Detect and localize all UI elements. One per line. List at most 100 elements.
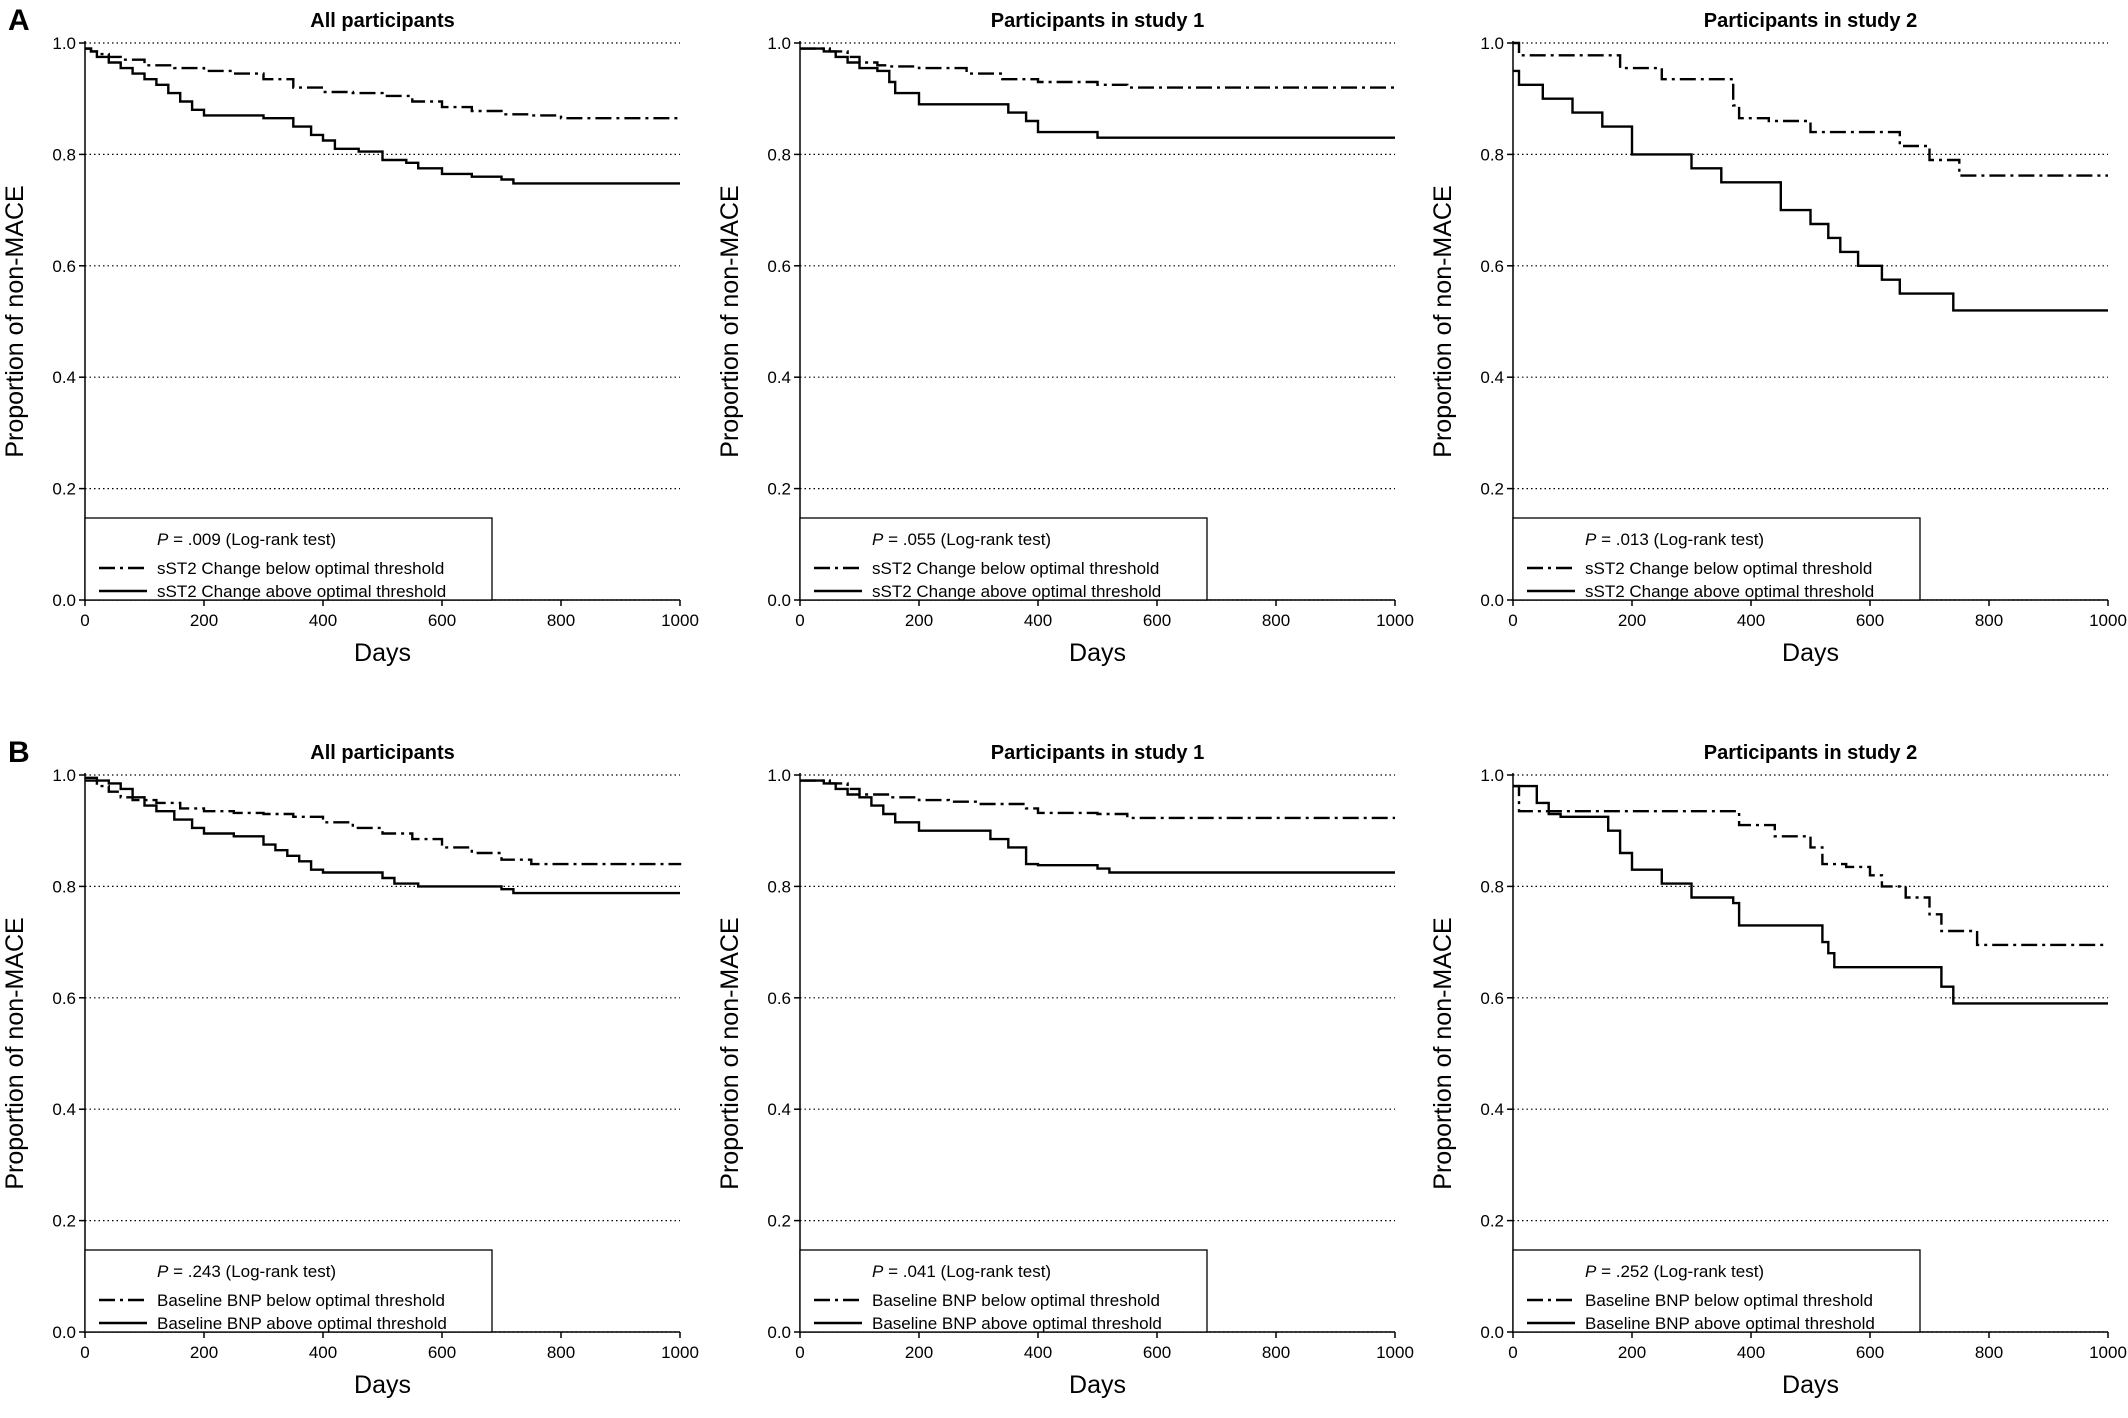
y-tick-label: 0.8	[1480, 877, 1504, 896]
legend-label-below: sST2 Change below optimal threshold	[157, 559, 444, 578]
survival-curve-above	[1513, 69, 2108, 312]
legend: P = .243 (Log-rank test) Baseline BNP bel…	[84, 1249, 493, 1333]
x-tick-label: 400	[309, 611, 337, 630]
x-tick-label: 1000	[1376, 611, 1414, 630]
y-tick-label: 0.8	[52, 877, 76, 896]
x-tick-label: 200	[905, 1343, 933, 1362]
x-tick-label: 800	[1975, 1343, 2003, 1362]
x-tick-label: 1000	[2089, 611, 2127, 630]
subplot-title: Participants in study 2	[1704, 742, 1917, 764]
survival-curve-below	[1513, 41, 2108, 177]
survival-curve-above	[800, 779, 1395, 874]
y-tick-label: 0.0	[767, 591, 791, 610]
y-tick-label: 1.0	[52, 766, 76, 785]
x-tick-label: 1000	[661, 611, 699, 630]
subplot-b-1: All participants 0.0 0.2 0.4 0.6 0.8 1.0 0 200 40…	[1, 742, 699, 1399]
y-tick-label: 0.8	[1480, 145, 1504, 164]
x-axis-label: Days	[354, 639, 411, 667]
x-tick-label: 600	[1856, 1343, 1884, 1362]
x-tick-label: 200	[1618, 1343, 1646, 1362]
y-tick-label: 0.4	[767, 368, 791, 387]
y-tick-label: 0.4	[1480, 1100, 1504, 1119]
legend: P = .041 (Log-rank test) Baseline BNP bel…	[799, 1249, 1208, 1333]
x-tick-label: 0	[80, 1343, 89, 1362]
panel-letter-a: A	[8, 4, 30, 37]
p-value: = .055	[883, 530, 935, 549]
x-tick-label: 0	[80, 611, 89, 630]
p-symbol: P	[1585, 1262, 1597, 1281]
y-tick-label: 0.4	[52, 1100, 76, 1119]
y-tick-label: 0.6	[52, 989, 76, 1008]
legend-label-above: sST2 Change above optimal threshold	[1585, 582, 1874, 601]
subplot-b-3: Participants in study 2 0.0 0.2 0.4 0.6 0.8 1.…	[1429, 742, 2127, 1399]
legend: P = .009 (Log-rank test) sST2 Change belo…	[84, 517, 493, 601]
x-tick-label: 800	[547, 611, 575, 630]
y-tick-label: 0.2	[767, 1212, 791, 1231]
survival-curve-below	[85, 779, 682, 866]
x-tick-label: 800	[1262, 611, 1290, 630]
subplot-title: All participants	[310, 742, 454, 764]
p-value: = .243	[168, 1262, 220, 1281]
y-tick-label: 0.0	[767, 1323, 791, 1342]
y-tick-label: 0.2	[767, 480, 791, 499]
subplot-a-1: All participants 0.0 0.2 0.4 0.6 0.8 1.0 0 200 40…	[1, 10, 699, 667]
x-tick-label: 400	[1024, 1343, 1052, 1362]
x-tick-label: 800	[547, 1343, 575, 1362]
y-tick-label: 0.2	[52, 480, 76, 499]
x-tick-label: 1000	[2089, 1343, 2127, 1362]
y-tick-label: 1.0	[1480, 766, 1504, 785]
legend-label-above: Baseline BNP above optimal threshold	[157, 1314, 447, 1333]
x-tick-label: 0	[795, 1343, 804, 1362]
x-axis-label: Days	[1782, 1371, 1839, 1399]
p-value-text: P = .013 (Log-rank test)	[1585, 530, 1764, 549]
x-axis-label: Days	[354, 1371, 411, 1399]
y-tick-label: 0.4	[1480, 368, 1504, 387]
x-tick-label: 1000	[661, 1343, 699, 1362]
y-tick-label: 0.6	[1480, 989, 1504, 1008]
y-axis-label: Proportion of non-MACE	[1429, 917, 1457, 1189]
y-tick-label: 0.0	[1480, 591, 1504, 610]
x-axis-label: Days	[1069, 639, 1126, 667]
p-value: = .252	[1596, 1262, 1648, 1281]
subplot-a-3: Participants in study 2 0.0 0.2 0.4 0.6 0.8 1.…	[1429, 10, 2127, 667]
x-axis-label: Days	[1069, 1371, 1126, 1399]
survival-curve-below	[800, 47, 1395, 89]
y-tick-label: 0.6	[767, 257, 791, 276]
p-symbol: P	[872, 530, 884, 549]
x-tick-label: 400	[1737, 1343, 1765, 1362]
legend-label-below: Baseline BNP below optimal threshold	[872, 1291, 1160, 1310]
legend-label-below: sST2 Change below optimal threshold	[1585, 559, 1872, 578]
legend-box	[799, 517, 1208, 601]
survival-curve-above	[800, 47, 1395, 139]
y-tick-label: 0.8	[767, 877, 791, 896]
y-tick-label: 0.2	[1480, 1212, 1504, 1231]
legend: P = .013 (Log-rank test) sST2 Change belo…	[1512, 517, 1921, 601]
legend-label-above: sST2 Change above optimal threshold	[157, 582, 446, 601]
legend-box	[799, 1249, 1208, 1333]
y-tick-label: 1.0	[767, 34, 791, 53]
legend-box	[1512, 1249, 1921, 1333]
x-tick-label: 800	[1975, 611, 2003, 630]
legend-label-below: sST2 Change below optimal threshold	[872, 559, 1159, 578]
x-tick-label: 0	[1508, 1343, 1517, 1362]
p-value: = .041	[883, 1262, 935, 1281]
x-tick-label: 800	[1262, 1343, 1290, 1362]
legend-label-below: Baseline BNP below optimal threshold	[1585, 1291, 1873, 1310]
p-symbol: P	[157, 530, 169, 549]
y-tick-label: 1.0	[52, 34, 76, 53]
p-value-text: P = .041 (Log-rank test)	[872, 1262, 1051, 1281]
test-name: (Log-rank test)	[936, 530, 1051, 549]
y-tick-label: 1.0	[1480, 34, 1504, 53]
x-tick-label: 400	[309, 1343, 337, 1362]
x-tick-label: 400	[1024, 611, 1052, 630]
survival-curve-above	[85, 47, 680, 185]
x-tick-label: 0	[1508, 611, 1517, 630]
y-tick-label: 0.0	[52, 591, 76, 610]
legend-box	[84, 1249, 493, 1333]
p-symbol: P	[872, 1262, 884, 1281]
x-tick-label: 0	[795, 611, 804, 630]
legend: P = .055 (Log-rank test) sST2 Change belo…	[799, 517, 1208, 601]
survival-curve-below	[85, 47, 680, 120]
p-value-text: P = .055 (Log-rank test)	[872, 530, 1051, 549]
